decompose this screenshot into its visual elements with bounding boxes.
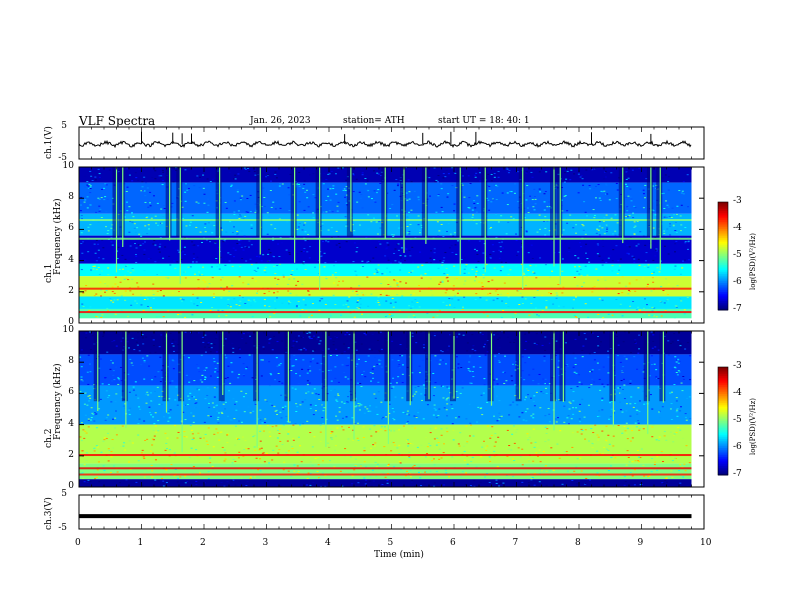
ch2-spectrogram-colorbar-tick-1: -4 bbox=[733, 388, 742, 398]
ch3-waveform-ylabel: ch.3(V) bbox=[44, 497, 54, 530]
ch1-waveform-ytick-0: 5 bbox=[61, 121, 67, 131]
ch1-spectrogram-colorbar bbox=[717, 201, 729, 311]
ch1-spectrogram-colorbar-tick-4: -7 bbox=[733, 304, 742, 314]
ch2-spectrogram-colorbar-tick-4: -7 bbox=[733, 469, 742, 479]
x-tick-3: 3 bbox=[262, 538, 269, 548]
ch2-spectrogram-ytick-1: 8 bbox=[68, 356, 74, 367]
ch1-spectrogram-ytick-3: 4 bbox=[68, 254, 74, 265]
x-tick-0: 0 bbox=[75, 538, 81, 548]
tone-line-1 bbox=[79, 467, 692, 470]
tone-line-2 bbox=[79, 473, 692, 476]
spectral-band-5 bbox=[79, 479, 692, 487]
ch2-spectrogram-ytick-3: 4 bbox=[68, 418, 74, 429]
ch1-spectrogram bbox=[79, 167, 704, 323]
ch2-spectrogram-ytick-4: 2 bbox=[68, 449, 74, 460]
spectral-band-5 bbox=[79, 276, 692, 297]
ch1-spectrogram-ylabel-frequency: Frequency (kHz) bbox=[53, 198, 63, 275]
ch1-spectrogram-colorbar-tick-0: -3 bbox=[733, 196, 742, 206]
x-tick-8: 8 bbox=[575, 538, 581, 548]
x-tick-5: 5 bbox=[387, 538, 394, 548]
x-tick-9: 9 bbox=[637, 538, 644, 548]
ch2-spectrogram-ytick-0: 10 bbox=[62, 325, 74, 335]
station-label: station= ATH bbox=[343, 116, 405, 126]
ch1-spectrogram-colorbar-label: log(PSD)(V²/Hz) bbox=[749, 233, 757, 290]
spectral-band-3 bbox=[79, 235, 692, 264]
ch1-spectrogram-colorbar-tick-1: -4 bbox=[733, 223, 742, 233]
ch2-spectrogram-colorbar-tick-2: -5 bbox=[733, 415, 742, 425]
ch3-waveform-ytick-0: 5 bbox=[61, 489, 67, 499]
ch2-spectrogram-colorbar bbox=[717, 366, 729, 476]
x-tick-4: 4 bbox=[325, 538, 331, 548]
ch1-waveform-trace bbox=[78, 139, 692, 149]
spectral-band-7 bbox=[79, 308, 692, 319]
date-label: Jan. 26, 2023 bbox=[250, 116, 311, 126]
ch1-waveform-ylabel: ch.1(V) bbox=[44, 126, 54, 159]
ch2-spectrogram-ytick-5: 0 bbox=[68, 481, 74, 491]
ch1-spectrogram-ytick-1: 8 bbox=[68, 192, 74, 203]
ch1-spectrogram-ytick-4: 2 bbox=[68, 285, 74, 296]
ch2-spectrogram-colorbar-label: log(PSD)(V²/Hz) bbox=[749, 398, 757, 455]
tone-line-3 bbox=[79, 311, 692, 314]
ch1-spectrogram-ytick-5: 0 bbox=[68, 317, 74, 327]
ch1-spectrogram-ytick-2: 6 bbox=[68, 223, 74, 234]
x-tick-1: 1 bbox=[137, 538, 144, 548]
spectral-band-6 bbox=[79, 296, 692, 309]
x-tick-6: 6 bbox=[450, 538, 456, 548]
ch1-spectrogram-colorbar-tick-3: -6 bbox=[733, 277, 742, 287]
x-tick-10: 10 bbox=[700, 538, 712, 548]
start-time-label: start UT = 18: 40: 1 bbox=[438, 116, 530, 126]
x-tick-2: 2 bbox=[200, 538, 206, 548]
ch2-spectrogram-colorbar-tick-3: -6 bbox=[733, 442, 742, 452]
ch3-waveform-frame bbox=[78, 494, 705, 530]
tone-line-0 bbox=[79, 454, 692, 457]
ch2-spectrogram-colorbar-tick-0: -3 bbox=[733, 361, 742, 371]
tone-line-2 bbox=[79, 287, 692, 290]
x-axis-label: Time (min) bbox=[374, 550, 424, 560]
ch1-spectrogram-colorbar-tick-2: -5 bbox=[733, 250, 742, 260]
x-tick-7: 7 bbox=[512, 538, 519, 548]
ch2-spectrogram bbox=[79, 331, 704, 487]
ch2-spectrogram-ytick-2: 6 bbox=[68, 387, 74, 398]
chart-title: VLF Spectra bbox=[79, 114, 156, 128]
ch2-spectrogram-ylabel-frequency: Frequency (kHz) bbox=[53, 363, 63, 440]
ch3-waveform-ytick-1: -5 bbox=[58, 523, 67, 533]
ch1-spectrogram-ytick-0: 10 bbox=[62, 161, 74, 171]
ch1-waveform-ytick-1: -5 bbox=[58, 153, 67, 163]
